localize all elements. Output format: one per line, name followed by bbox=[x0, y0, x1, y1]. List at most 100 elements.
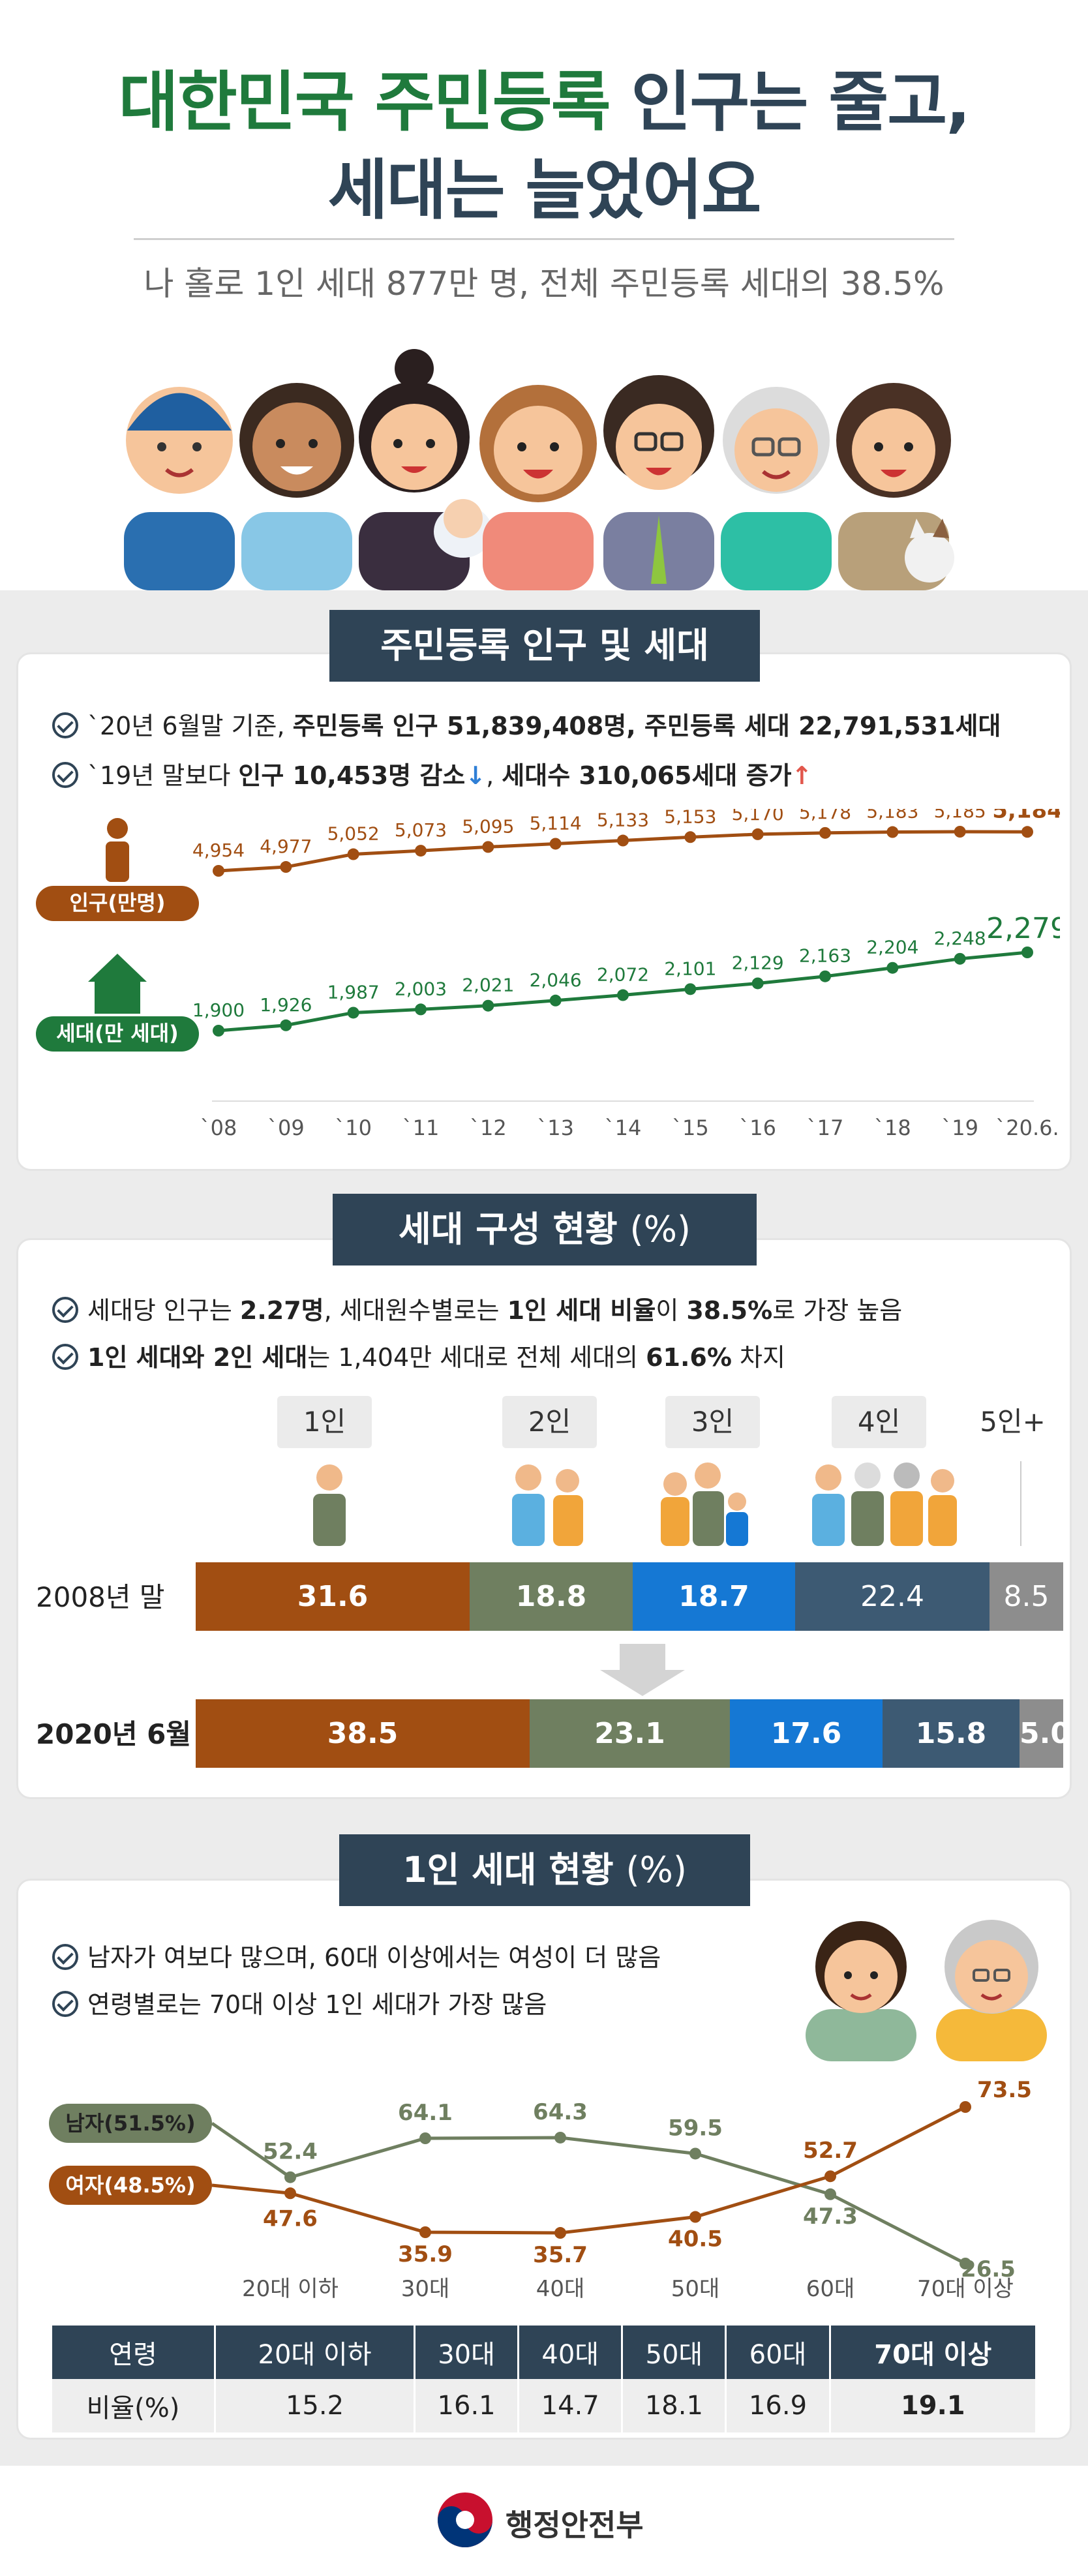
house-icon bbox=[88, 954, 147, 982]
hh-data-point bbox=[684, 983, 697, 995]
male-value-label: 52.4 bbox=[263, 2139, 318, 2165]
hh-data-point bbox=[213, 1025, 224, 1037]
row-label-2020: 2020년 6월 bbox=[36, 1718, 192, 1750]
table-header-cell: 60대 bbox=[725, 2326, 831, 2379]
title-divider bbox=[134, 238, 954, 240]
hh-value-label: 2,072 bbox=[597, 964, 649, 986]
male-value-label: 26.5 bbox=[961, 2256, 1016, 2282]
check-circle-icon bbox=[52, 762, 78, 788]
section2-banner: 세대 구성 현황 (%) bbox=[333, 1194, 757, 1265]
hh-data-point bbox=[549, 994, 562, 1007]
hh-data-point bbox=[954, 952, 966, 965]
pop-data-point bbox=[617, 834, 629, 847]
hh-value-label: 1,926 bbox=[260, 994, 312, 1016]
x-tick-label: 30대 bbox=[401, 2276, 450, 2302]
bar-segment-4인: 22.4 bbox=[795, 1562, 990, 1631]
section1-banner: 주민등록 인구 및 세대 bbox=[329, 610, 760, 682]
man-icon bbox=[806, 1921, 916, 2061]
female-value-label: 35.7 bbox=[533, 2242, 588, 2268]
table-cell: 16.9 bbox=[725, 2379, 831, 2432]
table-header-cell: 20대 이하 bbox=[215, 2326, 416, 2379]
hh-data-point bbox=[751, 977, 764, 990]
female-value-label: 35.9 bbox=[398, 2241, 453, 2267]
check-circle-icon bbox=[52, 1944, 78, 1970]
hh-data-point bbox=[482, 999, 494, 1012]
table-header-cell: 40대 bbox=[518, 2326, 624, 2379]
hh-value-label: 1,900 bbox=[192, 999, 245, 1021]
pop-data-point bbox=[347, 848, 359, 860]
table-header-cell: 70대 이상 bbox=[830, 2326, 1038, 2379]
bar-segment-3인: 18.7 bbox=[633, 1562, 795, 1631]
hh-value-label: 2,021 bbox=[462, 975, 514, 996]
pop-value-label: 5,185 bbox=[934, 809, 986, 822]
category-1-person: 1인 bbox=[277, 1396, 372, 1448]
pop-series-label-bg bbox=[36, 886, 199, 921]
stacked-bar-2008: 31.6 18.8 18.7 22.4 8.5 bbox=[196, 1562, 1063, 1631]
woman-icon bbox=[936, 1920, 1047, 2061]
pop-value-label: 5,052 bbox=[327, 823, 380, 845]
pop-value-label: 5,073 bbox=[395, 819, 447, 841]
hh-data-point bbox=[617, 989, 629, 1001]
section3-banner: 1인 세대 현황 (%) bbox=[339, 1834, 750, 1906]
pop-data-point bbox=[684, 831, 697, 843]
pop-value-label: 5,133 bbox=[597, 810, 649, 831]
person-icon bbox=[479, 385, 597, 590]
male-data-point bbox=[284, 2171, 296, 2183]
male-label-bg bbox=[49, 2104, 212, 2143]
hh-value-label: 2,129 bbox=[732, 952, 784, 973]
hh-data-point bbox=[819, 970, 831, 982]
male-value-label: 64.1 bbox=[398, 2100, 453, 2126]
person-icon bbox=[124, 387, 235, 590]
pop-data-point bbox=[886, 826, 899, 838]
female-label-bg bbox=[49, 2166, 212, 2205]
x-tick-label: `12 bbox=[470, 1115, 507, 1140]
down-arrow-icon bbox=[600, 1644, 685, 1696]
table-header-row: 연령 20대 이하 30대 40대 50대 60대 70대 이상 bbox=[52, 2326, 1038, 2379]
household-people-icons bbox=[313, 1461, 1021, 1546]
hh-value-label: 2,046 bbox=[530, 969, 582, 991]
check-circle-icon bbox=[52, 1991, 78, 2017]
male-value-label: 64.3 bbox=[533, 2099, 588, 2125]
sec1-point-1: `20년 6월말 기준, 주민등록 인구 51,839,408명, 주민등록 세… bbox=[52, 706, 1001, 742]
person-icon bbox=[836, 383, 954, 590]
title-rest: 인구는 줄고, bbox=[609, 64, 971, 140]
female-data-point bbox=[689, 2211, 701, 2223]
hh-data-point bbox=[280, 1019, 292, 1031]
person-icon bbox=[359, 349, 492, 590]
table-cell: 14.7 bbox=[518, 2379, 624, 2432]
bar-segment-5인+: 5.0 bbox=[1020, 1699, 1070, 1768]
x-tick-label: `13 bbox=[537, 1115, 574, 1140]
bar-segment-4인: 15.8 bbox=[883, 1699, 1020, 1768]
pop-data-point bbox=[280, 861, 292, 873]
pop-value-label: 5,183 bbox=[866, 809, 918, 823]
sec3-point-2: 연령별로는 70대 이상 1인 세대가 가장 많음 bbox=[52, 1984, 547, 2020]
category-3-person: 3인 bbox=[665, 1396, 760, 1448]
male-value-label: 47.3 bbox=[803, 2204, 858, 2230]
table-cell: 16.1 bbox=[414, 2379, 520, 2432]
female-value-label: 52.7 bbox=[803, 2138, 858, 2164]
main-title-line2: 세대는 늘었어요 bbox=[327, 152, 762, 228]
table-cell: 15.2 bbox=[215, 2379, 416, 2432]
x-tick-label: `20.6. bbox=[995, 1115, 1059, 1140]
x-tick-label: `10 bbox=[335, 1115, 372, 1140]
people-illustration bbox=[124, 349, 954, 590]
hh-value-label: 2,248 bbox=[934, 928, 986, 949]
male-data-point bbox=[824, 2188, 836, 2200]
title-highlight: 대한민국 주민등록 bbox=[118, 64, 611, 140]
hh-value-label: 2,204 bbox=[866, 937, 918, 958]
x-tick-label: 40대 bbox=[536, 2276, 585, 2302]
subtitle: 나 홀로 1인 세대 877만 명, 전체 주민등록 세대의 38.5% bbox=[144, 265, 944, 303]
person-icon bbox=[812, 1462, 957, 1546]
hh-data-point bbox=[347, 1007, 359, 1019]
hh-series-label-bg bbox=[36, 1016, 199, 1052]
man-woman-illustration bbox=[806, 1920, 1047, 2061]
hh-data-point bbox=[415, 1003, 427, 1016]
x-tick-label: 60대 bbox=[806, 2276, 855, 2302]
hh-data-point bbox=[1021, 947, 1033, 958]
check-circle-icon bbox=[52, 1297, 78, 1323]
bar-segment-3인: 17.6 bbox=[730, 1699, 883, 1768]
pop-data-point bbox=[482, 841, 494, 853]
female-data-point bbox=[554, 2227, 566, 2239]
x-tick-label: `15 bbox=[672, 1115, 709, 1140]
category-2-person: 2인 bbox=[502, 1396, 597, 1448]
